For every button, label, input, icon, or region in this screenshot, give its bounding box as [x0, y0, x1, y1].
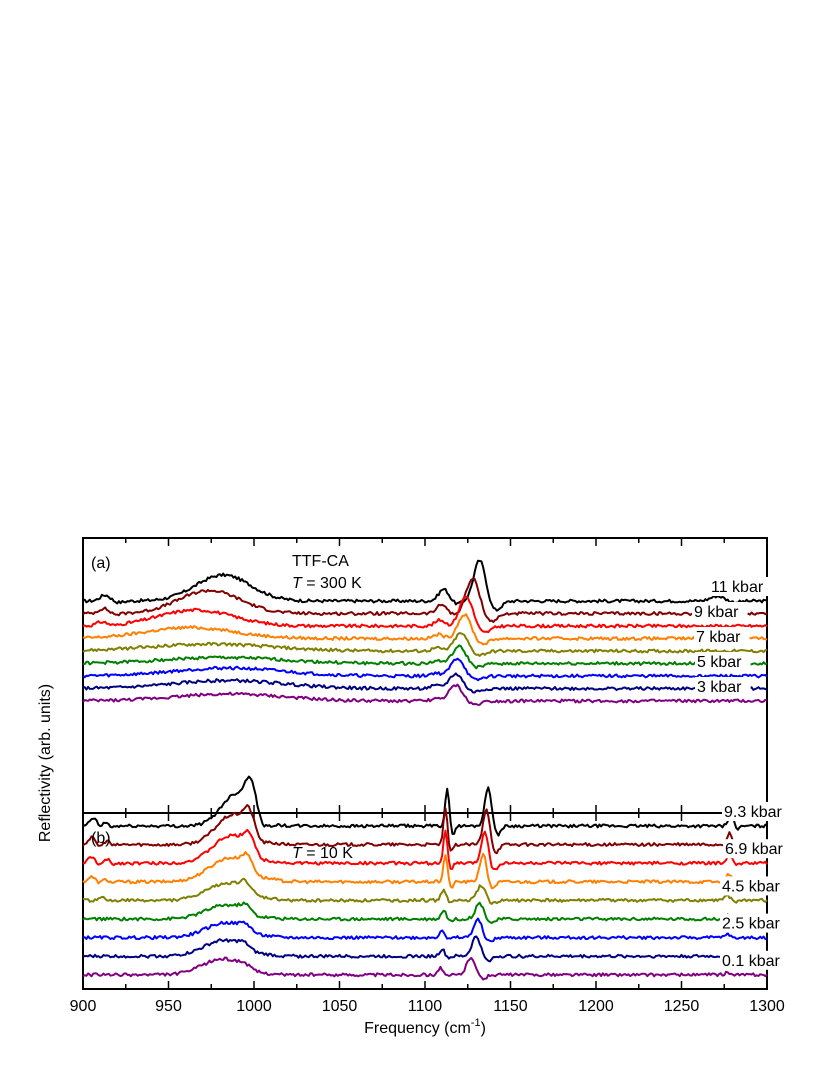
panel-a-temp-rest: = 300 K [302, 575, 362, 592]
series-label-a-5-kbar: 5 kbar [697, 654, 742, 671]
series-line-a-6-kbar [82, 644, 768, 670]
series-line-b-8-1-kbar [82, 804, 768, 855]
series-line-b-3-7-kbar [82, 901, 768, 924]
panel-b-curves [82, 775, 768, 981]
series-line-a-5-kbar [82, 657, 768, 682]
x-tick-labels: 900 950 1000 1050 1100 1150 1200 1250 1300 [70, 998, 785, 1015]
series-label-bg [709, 577, 774, 596]
series-label-bg [695, 652, 751, 671]
series-label-bg [720, 913, 793, 933]
series-line-a-7-kbar [82, 632, 768, 657]
series-line-b-5-7-kbar [82, 851, 768, 890]
x-tick-label-900: 900 [70, 998, 97, 1015]
series-label-bg [723, 839, 796, 859]
panel-b-label: (b) [91, 830, 111, 847]
panel-b-series-labels: 9.3 kbar 6.9 kbar 4.5 kbar 2.5 kbar 0.1 kbar [720, 802, 796, 970]
series-label-bg [720, 950, 793, 970]
series-label-a-7-kbar: 7 kbar [696, 629, 741, 646]
panel-a-curves [82, 559, 768, 706]
panel-a: 11 kbar 9 kbar 7 kbar 5 kbar 3 kbar (a) TTF-… [82, 537, 774, 814]
x-axis-label-text: Frequency (cm [364, 1020, 471, 1037]
x-tick-label-1000: 1000 [236, 998, 272, 1015]
series-line-a-4-kbar [82, 672, 768, 694]
panel-a-series-labels: 11 kbar 9 kbar 7 kbar 5 kbar 3 kbar [692, 577, 774, 696]
series-label-b-0-1-kbar: 0.1 kbar [722, 953, 780, 970]
series-line-b-1-3-kbar [82, 935, 768, 963]
series-label-a-11-kbar: 11 kbar [711, 579, 764, 596]
panel-a-temperature: T = 300 K [292, 575, 362, 592]
x-tick-label-950: 950 [155, 998, 182, 1015]
x-tick-label-1300: 1300 [749, 998, 785, 1015]
series-line-b-4-5-kbar [82, 877, 768, 905]
panel-b-temp-italic: T [292, 845, 303, 862]
x-tick-label-1100: 1100 [408, 998, 443, 1015]
series-label-bg [692, 602, 748, 621]
series-line-b-6-9-kbar [82, 828, 768, 871]
x-tick-label-1150: 1150 [493, 998, 528, 1015]
panel-b-temperature: T = 10 K [292, 845, 353, 862]
series-label-a-3-kbar: 3 kbar [697, 679, 742, 696]
series-line-b-2-5-kbar [82, 917, 768, 943]
panel-b-temp-rest: = 10 K [302, 845, 353, 862]
x-tick-label-1200: 1200 [578, 998, 614, 1015]
series-line-a-8-kbar [82, 613, 768, 646]
series-line-a-10-kbar [82, 577, 768, 623]
panel-b: 9.3 kbar 6.9 kbar 4.5 kbar 2.5 kbar 0.1 kbar… [82, 775, 796, 990]
series-label-b-4-5-kbar: 4.5 kbar [722, 878, 780, 895]
series-line-b-9-3-kbar [82, 775, 768, 837]
panel-a-temp-italic: T [292, 575, 303, 592]
x-axis-label: Frequency (cm-1) [364, 1017, 486, 1037]
x-axis-label-sup: -1 [471, 1017, 481, 1029]
series-label-bg [694, 627, 750, 646]
series-label-bg [695, 677, 751, 696]
panel-a-label: (a) [91, 555, 111, 572]
series-line-b-0-1-kbar [82, 956, 768, 981]
x-axis-label-close: ) [481, 1020, 486, 1037]
x-tick-label-1050: 1050 [322, 998, 358, 1015]
series-label-b-2-5-kbar: 2.5 kbar [722, 916, 780, 933]
series-label-a-9-kbar: 9 kbar [694, 604, 739, 621]
series-line-a-9-kbar [82, 595, 768, 634]
series-line-a-11-kbar [82, 559, 768, 612]
series-label-bg [722, 802, 795, 821]
series-label-b-6-9-kbar: 6.9 kbar [725, 841, 783, 858]
y-axis-label: Reflectivity (arb. units) [37, 684, 54, 842]
series-line-a-3-kbar [82, 683, 768, 706]
x-tick-label-1250: 1250 [664, 998, 700, 1015]
series-label-b-9-3-kbar: 9.3 kbar [724, 804, 782, 821]
series-label-bg [720, 876, 793, 896]
panel-a-title: TTF-CA [292, 553, 349, 570]
